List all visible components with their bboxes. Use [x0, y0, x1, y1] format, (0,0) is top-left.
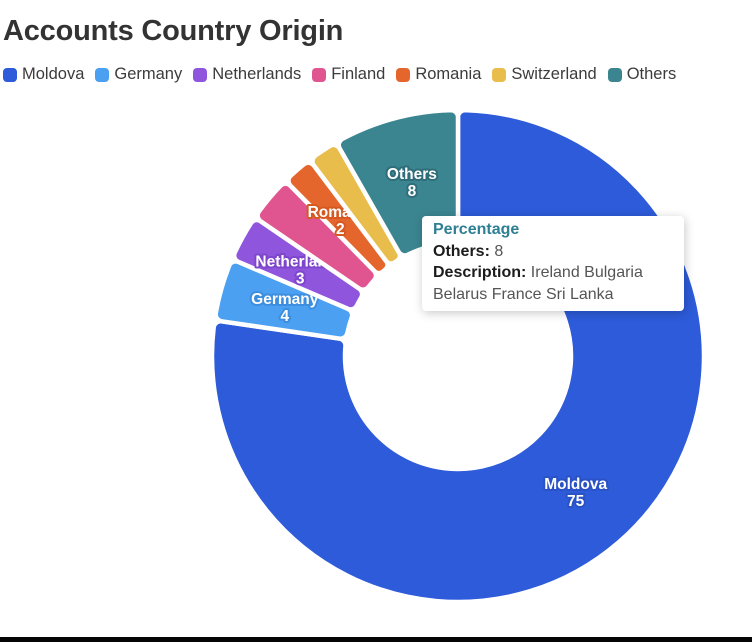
- legend-item-moldova[interactable]: Moldova: [3, 65, 84, 84]
- window-bottom-edge: [0, 637, 752, 642]
- legend-label: Others: [626, 65, 677, 83]
- tooltip-series-label: Others:: [433, 242, 490, 260]
- tooltip-value: 8: [494, 242, 504, 260]
- tooltip-header: Percentage: [433, 221, 520, 238]
- tooltip-value-row: Others: 8: [433, 241, 673, 263]
- legend-swatch-finland: [312, 67, 327, 82]
- legend-label: Romania: [415, 65, 482, 83]
- tooltip: Percentage Others: 8 Description: Irelan…: [422, 216, 684, 311]
- legend-swatch-netherlands: [193, 67, 208, 82]
- legend-label: Germany: [114, 65, 183, 83]
- tooltip-description-row: Description: Ireland Bulgaria Belarus Fr…: [433, 262, 673, 305]
- legend-item-germany[interactable]: Germany: [95, 65, 182, 84]
- legend-label: Switzerland: [511, 65, 597, 83]
- legend-swatch-romania: [396, 67, 411, 82]
- slice-label-others: Others 8: [387, 166, 437, 200]
- legend-label: Finland: [331, 65, 386, 83]
- legend-swatch-moldova: [3, 67, 17, 82]
- tooltip-description: Ireland Bulgaria Belarus France Sri Lank…: [433, 264, 643, 303]
- legend-item-switzerland[interactable]: Switzerland: [492, 65, 597, 84]
- legend-item-netherlands[interactable]: Netherlands: [193, 65, 301, 84]
- legend-label: Moldova: [22, 65, 85, 83]
- legend-item-others[interactable]: Others: [607, 65, 677, 84]
- chart-legend: Moldova Germany Netherlands Finland Romania S…: [3, 65, 676, 84]
- legend-label: Netherlands: [212, 65, 302, 83]
- legend-swatch-switzerland: [492, 67, 507, 82]
- legend-swatch-germany: [95, 67, 110, 82]
- chart-title: Accounts Country Origin: [3, 15, 344, 47]
- legend-item-romania[interactable]: Romania: [396, 65, 481, 84]
- tooltip-description-label: Description:: [433, 264, 527, 281]
- slice-label-moldova: Moldova 75: [544, 476, 607, 510]
- legend-item-finland[interactable]: Finland: [312, 65, 385, 84]
- slice-label-germany: Germany 4: [251, 291, 319, 325]
- legend-swatch-others: [607, 67, 622, 82]
